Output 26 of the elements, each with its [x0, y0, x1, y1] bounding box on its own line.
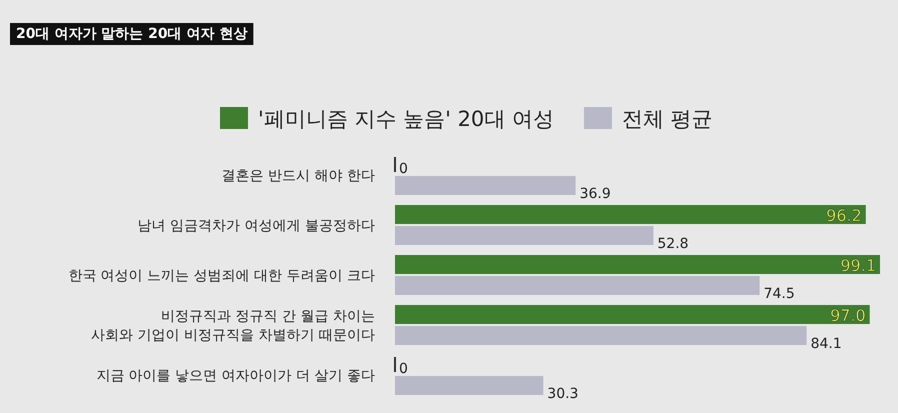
- data-label: 96.2: [826, 206, 862, 225]
- data-label: 0: [399, 361, 408, 377]
- bar: [395, 226, 654, 245]
- legend-label: 전체 평균: [622, 107, 713, 131]
- bar: [395, 326, 807, 345]
- data-label: 52.8: [657, 236, 689, 252]
- text: 20대 여자가 말하는 20대 여자 현상: [16, 26, 248, 42]
- data-label: 84.1: [810, 336, 842, 352]
- bar: [395, 376, 544, 395]
- data-label: 30.3: [547, 386, 578, 402]
- legend-label: '페미니즘 지수 높음' 20대 여성: [258, 107, 554, 131]
- data-label: 36.9: [580, 186, 611, 202]
- data-label: 97.0: [830, 306, 866, 325]
- bar: [395, 276, 760, 295]
- y-tick-label: 비정규직과 정규직 간 월급 차이는 사회와 기업이 비정규직을 차별하기 때문이다: [91, 308, 375, 344]
- y-tick-label: 결혼은 반드시 해야 한다: [222, 168, 375, 184]
- bar: [395, 205, 866, 224]
- bar: [395, 176, 576, 195]
- y-tick-label: 한국 여성이 느끼는 성범죄에 대한 두려움이 크다: [68, 268, 375, 284]
- data-label: 99.1: [840, 256, 876, 275]
- bar: [395, 305, 870, 324]
- data-label: 74.5: [764, 286, 795, 302]
- data-label: 0: [399, 161, 408, 177]
- bar: [395, 255, 880, 274]
- y-tick-label: 지금 아이를 낳으면 여자아이가 더 살기 좋다: [96, 368, 375, 384]
- y-tick-label: 남녀 임금격차가 여성에게 불공정하다: [138, 218, 375, 234]
